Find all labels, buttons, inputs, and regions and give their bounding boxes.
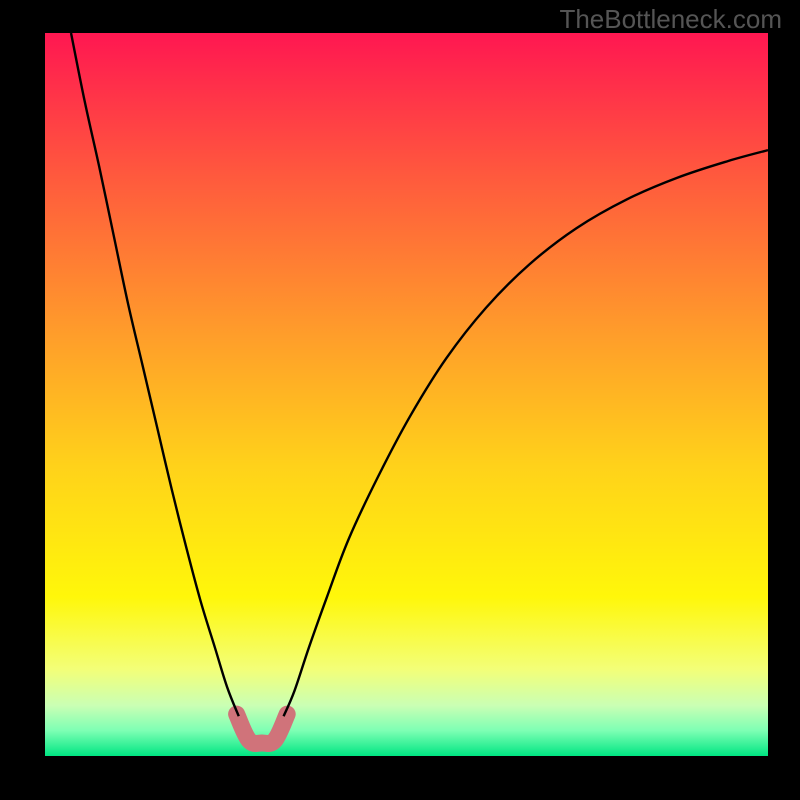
watermark-text: TheBottleneck.com bbox=[559, 4, 782, 35]
gradient-panel bbox=[45, 33, 768, 756]
chart-stage: TheBottleneck.com bbox=[0, 0, 800, 800]
chart-svg bbox=[0, 0, 800, 800]
